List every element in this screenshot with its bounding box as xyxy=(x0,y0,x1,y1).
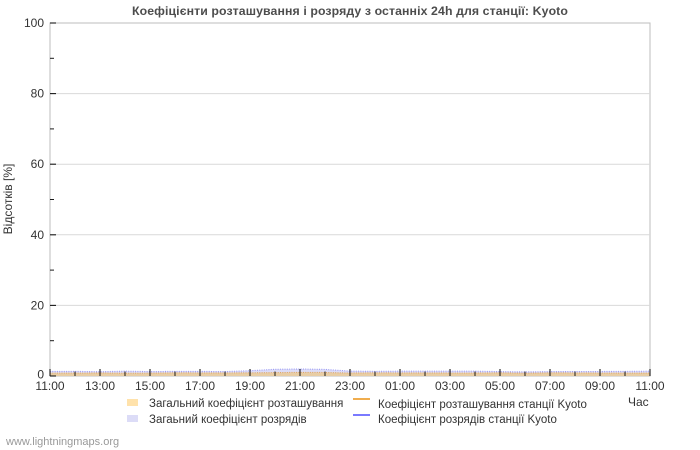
svg-text:15:00: 15:00 xyxy=(135,379,165,393)
svg-text:19:00: 19:00 xyxy=(235,379,265,393)
svg-text:Відсотків [%]: Відсотків [%] xyxy=(1,164,15,235)
svg-text:01:00: 01:00 xyxy=(385,379,415,393)
svg-text:11:00: 11:00 xyxy=(35,379,64,393)
svg-text:20: 20 xyxy=(31,298,45,312)
svg-text:Загаьний коефіцієнт розрядів: Загаьний коефіцієнт розрядів xyxy=(149,414,307,426)
svg-text:21:00: 21:00 xyxy=(285,379,315,393)
svg-text:Коефіцієнт розрядів станції Ky: Коефіцієнт розрядів станції Kyoto xyxy=(378,414,557,426)
svg-text:Час: Час xyxy=(628,395,649,409)
svg-text:07:00: 07:00 xyxy=(535,379,565,393)
svg-text:05:00: 05:00 xyxy=(485,379,515,393)
svg-text:100: 100 xyxy=(24,16,44,30)
svg-text:03:00: 03:00 xyxy=(435,379,465,393)
svg-text:23:00: 23:00 xyxy=(335,379,365,393)
svg-text:Загальний коефіцієнт розташува: Загальний коефіцієнт розташування xyxy=(149,398,343,410)
svg-text:80: 80 xyxy=(31,87,45,101)
svg-text:11:00: 11:00 xyxy=(635,379,664,393)
svg-text:17:00: 17:00 xyxy=(185,379,215,393)
svg-text:Коефіцієнт розташування станці: Коефіцієнт розташування станції Kyoto xyxy=(378,399,587,411)
svg-text:09:00: 09:00 xyxy=(585,379,615,393)
svg-text:40: 40 xyxy=(31,228,45,242)
svg-text:60: 60 xyxy=(31,157,45,171)
svg-text:13:00: 13:00 xyxy=(85,379,115,393)
